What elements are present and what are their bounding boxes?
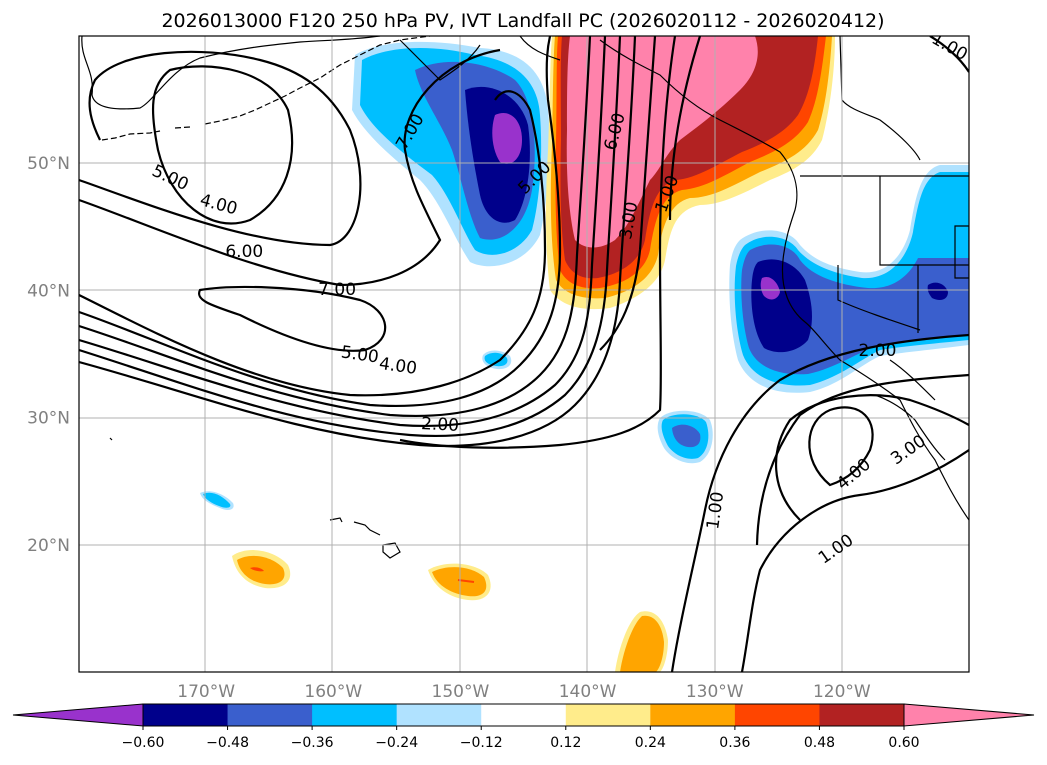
colorbar-extend-low [12,703,144,727]
pv-contour [755,373,969,546]
colorbar-segment [227,704,313,726]
colorbar-tick-label: −0.24 [375,735,418,751]
colorbar-tick-label: 0.48 [804,735,835,751]
lat-tick-label: 40°N [27,281,70,301]
colorbar-ticks: −0.60 −0.48 −0.36 −0.24 −0.12 0.12 0.24 0.36 0.4… [122,726,920,751]
pv-contours [79,36,969,672]
graticule [79,36,969,672]
lat-tick-label: 50°N [27,154,70,174]
figure-title: 2026013000 F120 250 hPa PV, IVT Landfall… [161,10,884,32]
small-anomaly-patches [200,350,713,672]
johnston-atoll [109,437,113,441]
colorbar-tick-label: −0.12 [460,735,503,751]
colorbar-segments [12,703,1035,727]
lon-tick-label: 170°W [177,682,235,702]
map-area: 5.004.006.007.007.005.004.002.005.006.00… [79,36,969,672]
colorbar-segment [143,704,229,726]
colorbar-outline [142,703,905,727]
axis-tick-labels: 170°W 160°W 150°W 140°W 130°W 120°W 20°N 30°N 40… [27,154,871,702]
colorbar-tick-label: 0.24 [635,735,666,751]
colorbar-segment [650,704,736,726]
colorbar-segment [481,704,567,726]
colorbar-segment [565,704,651,726]
contour-label: 2.00 [421,414,460,436]
baja-california [874,359,946,461]
negative-anomaly-california [729,165,969,393]
north-america-coastline [399,36,969,521]
coastlines [81,36,969,559]
contour-label-text: 7.00 [318,280,356,300]
colorbar: −0.60 −0.48 −0.36 −0.24 −0.12 0.12 0.24 0.36 0.4… [12,703,1035,751]
colorbar-tick-label: −0.48 [206,735,249,751]
colorbar-segment [734,704,820,726]
colorbar-segment [312,704,398,726]
lon-tick-label: 160°W [304,682,362,702]
contour-label: 6.00 [225,242,263,262]
lon-tick-label: 120°W [813,682,871,702]
map-frame [78,35,970,673]
colorbar-segment [396,704,482,726]
canada-border [839,36,921,161]
colorbar-tick-label: −0.36 [291,735,334,751]
alaska-coastline [81,36,381,110]
contour-label-text: 6.00 [225,242,263,262]
colorbar-tick-label: 0.60 [888,735,919,751]
lat-tick-label: 30°N [27,409,70,429]
aleutian-islands [101,36,431,141]
colorbar-extend-high [903,703,1035,727]
lon-tick-label: 140°W [559,682,617,702]
colorbar-tick-label: −0.60 [122,735,165,751]
colorbar-segment [819,704,905,726]
contour-label-text: 2.00 [421,414,460,436]
colorbar-tick-label: 0.36 [719,735,750,751]
positive-anomaly-pacific-northwest [545,36,835,310]
contour-label: 7.00 [318,280,356,300]
lon-tick-label: 150°W [432,682,490,702]
hawaiian-islands [329,517,401,559]
lon-tick-label: 130°W [686,682,744,702]
state-borders [800,175,969,333]
pv-contour [151,65,294,225]
contour-label: 2.00 [859,341,897,361]
contour-label-text: 2.00 [859,341,897,361]
lat-tick-label: 20°N [27,536,70,556]
colorbar-tick-label: 0.12 [550,735,581,751]
